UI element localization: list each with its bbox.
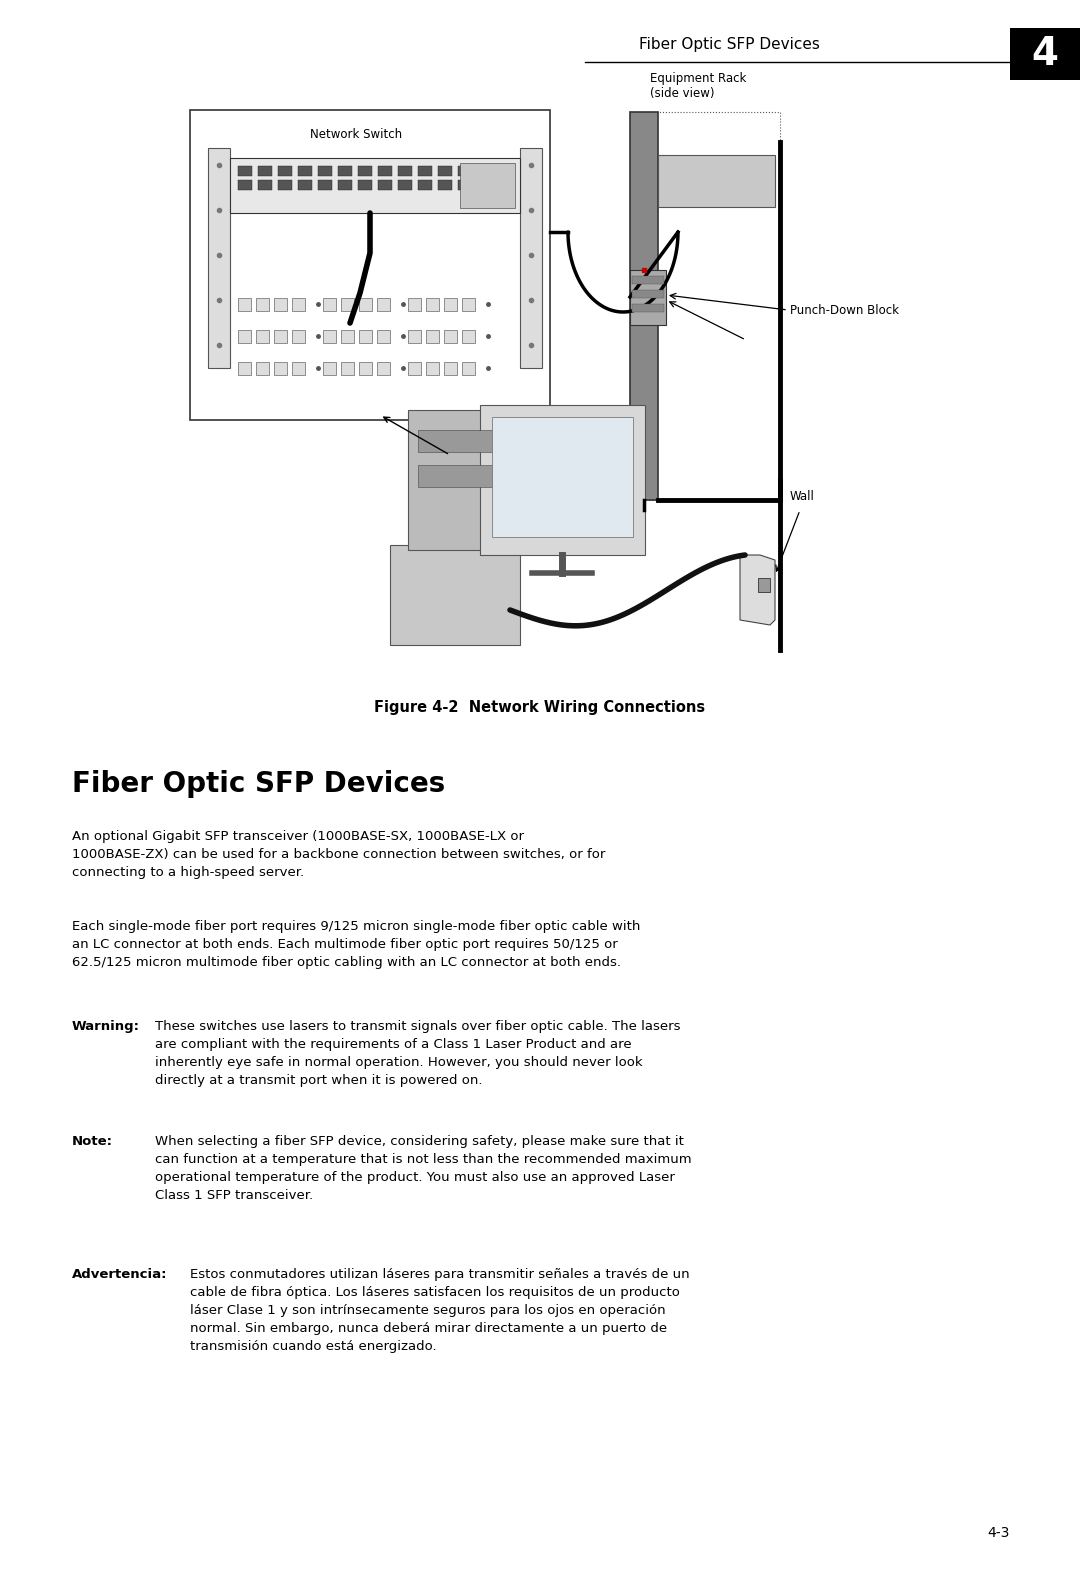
Bar (399, 166, 411, 176)
Bar (238, 330, 251, 342)
Bar (399, 181, 411, 190)
Text: An optional Gigabit SFP transceiver (1000BASE-SX, 1000BASE-LX or
1000BASE-ZX) ca: An optional Gigabit SFP transceiver (100… (72, 831, 606, 879)
Bar (238, 363, 251, 375)
Bar (357, 166, 372, 176)
Bar (378, 181, 392, 190)
Bar (292, 330, 305, 342)
Bar (323, 330, 336, 342)
Bar (444, 363, 457, 375)
Bar (462, 330, 475, 342)
Bar (256, 330, 269, 342)
Bar (292, 363, 305, 375)
Text: Each single-mode fiber port requires 9/125 micron single-mode fiber optic cable : Each single-mode fiber port requires 9/1… (72, 920, 640, 969)
Text: Estos conmutadores utilizan láseres para transmitir señales a través de un
cable: Estos conmutadores utilizan láseres para… (190, 1269, 690, 1353)
Bar (632, 290, 664, 298)
Bar (377, 298, 390, 311)
Bar (292, 298, 305, 311)
Bar (338, 166, 352, 176)
Bar (238, 166, 252, 176)
Bar (462, 298, 475, 311)
Bar (519, 148, 542, 367)
Bar (258, 166, 272, 176)
Bar (298, 166, 312, 176)
Bar (274, 298, 287, 311)
Bar (408, 410, 503, 550)
Bar (408, 330, 421, 342)
Bar (630, 111, 658, 499)
Bar (418, 166, 432, 176)
Bar (630, 270, 666, 325)
Bar (1010, 28, 1080, 80)
Text: These switches use lasers to transmit signals over fiber optic cable. The lasers: These switches use lasers to transmit si… (156, 1020, 680, 1086)
Bar (758, 578, 770, 592)
Bar (426, 363, 438, 375)
Bar (408, 363, 421, 375)
Bar (377, 363, 390, 375)
Bar (359, 363, 372, 375)
Bar (632, 276, 664, 284)
Bar (341, 298, 354, 311)
Bar (378, 166, 392, 176)
Bar (438, 166, 453, 176)
Bar (230, 159, 519, 214)
Bar (359, 330, 372, 342)
Bar (426, 298, 438, 311)
Bar (480, 405, 645, 556)
Bar (444, 298, 457, 311)
Bar (341, 330, 354, 342)
Bar (323, 298, 336, 311)
Polygon shape (740, 556, 775, 625)
Bar (426, 330, 438, 342)
Text: 4-3: 4-3 (987, 1526, 1010, 1540)
Bar (630, 111, 780, 499)
Text: Network Switch: Network Switch (310, 129, 402, 141)
Text: Advertencia:: Advertencia: (72, 1269, 167, 1281)
Bar (190, 110, 550, 421)
Bar (208, 148, 230, 367)
Bar (357, 181, 372, 190)
Bar (318, 166, 332, 176)
Bar (438, 181, 453, 190)
Bar (278, 181, 292, 190)
Bar (338, 181, 352, 190)
Text: Wall: Wall (789, 490, 815, 502)
Bar (390, 545, 519, 645)
Bar (258, 181, 272, 190)
Text: When selecting a fiber SFP device, considering safety, please make sure that it
: When selecting a fiber SFP device, consi… (156, 1135, 691, 1203)
Text: Warning:: Warning: (72, 1020, 140, 1033)
Bar (418, 465, 492, 487)
Bar (323, 363, 336, 375)
Bar (462, 363, 475, 375)
Bar (238, 298, 251, 311)
Text: Fiber Optic SFP Devices: Fiber Optic SFP Devices (72, 769, 445, 798)
Bar (341, 363, 354, 375)
Bar (658, 155, 775, 207)
Bar (359, 298, 372, 311)
Text: Figure 4-2  Network Wiring Connections: Figure 4-2 Network Wiring Connections (375, 700, 705, 714)
Bar (444, 330, 457, 342)
Bar (458, 166, 472, 176)
Bar (377, 330, 390, 342)
Text: Fiber Optic SFP Devices: Fiber Optic SFP Devices (639, 38, 820, 52)
Bar (238, 181, 252, 190)
Bar (298, 181, 312, 190)
Text: Equipment Rack
(side view): Equipment Rack (side view) (650, 72, 746, 100)
Bar (256, 363, 269, 375)
Bar (274, 363, 287, 375)
Text: Note:: Note: (72, 1135, 113, 1148)
Bar (458, 181, 472, 190)
Bar (318, 181, 332, 190)
Bar (256, 298, 269, 311)
Bar (632, 305, 664, 312)
Text: 4: 4 (1031, 35, 1058, 72)
Text: Patch Panel: Patch Panel (421, 460, 489, 473)
Text: Punch-Down Block: Punch-Down Block (789, 303, 899, 317)
Bar (460, 163, 515, 207)
Bar (408, 298, 421, 311)
Bar (278, 166, 292, 176)
Bar (274, 330, 287, 342)
Bar (418, 181, 432, 190)
Bar (492, 418, 633, 537)
Bar (418, 430, 492, 452)
